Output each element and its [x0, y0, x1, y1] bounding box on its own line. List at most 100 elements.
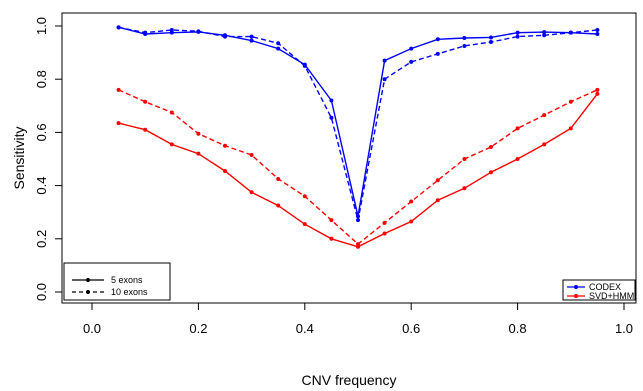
data-point-codex-5-exons [329, 98, 334, 103]
data-point-svd-hmm-10-exons [196, 131, 201, 136]
data-point-svd-hmm-5-exons [302, 222, 307, 227]
data-point-svd-hmm-5-exons [595, 91, 600, 96]
data-point-codex-10-exons [276, 41, 281, 46]
data-point-svd-hmm-5-exons [329, 236, 334, 241]
data-point-svd-hmm-5-exons [435, 198, 440, 203]
data-point-svd-hmm-5-exons [489, 170, 493, 175]
data-point-codex-5-exons [595, 31, 600, 36]
data-point-codex-10-exons [568, 30, 573, 35]
x-tick-label: 1.0 [615, 321, 633, 336]
data-point-codex-10-exons [435, 51, 440, 56]
series-layer [116, 25, 600, 249]
x-axis-title: CNV frequency [302, 372, 397, 388]
data-point-codex-5-exons [249, 38, 254, 43]
data-point-svd-hmm-5-exons [462, 186, 467, 191]
legend-codex-label: CODEX [589, 282, 621, 292]
data-point-codex-5-exons [435, 37, 440, 42]
data-point-svd-hmm-10-exons [462, 157, 467, 161]
x-axis: 0.0 0.2 0.4 0.6 0.8 1.0 [83, 302, 633, 336]
data-point-svd-hmm-5-exons [542, 142, 547, 147]
data-point-codex-10-exons [356, 218, 360, 223]
data-point-svd-hmm-10-exons [515, 126, 520, 131]
data-point-svd-hmm-5-exons [116, 121, 121, 126]
data-point-codex-5-exons [409, 46, 414, 51]
series-line-codex-5-exons [118, 26, 598, 217]
legend-line-styles-box [63, 262, 171, 301]
y-axis-title: Sensitivity [11, 126, 27, 189]
data-point-codex-5-exons [382, 58, 387, 63]
data-point-svd-hmm-10-exons [382, 220, 387, 225]
x-tick-label: 0.2 [189, 321, 207, 336]
data-point-svd-hmm-10-exons [329, 218, 334, 223]
data-point-svd-hmm-10-exons [595, 87, 600, 92]
y-tick-label: 1.0 [34, 17, 49, 35]
y-tick-label: 0.8 [34, 70, 49, 88]
data-point-svd-hmm-10-exons [302, 194, 307, 199]
data-point-codex-10-exons [515, 34, 520, 39]
legend-solid-marker [86, 278, 90, 282]
data-point-codex-10-exons [409, 59, 414, 64]
data-point-codex-10-exons [489, 39, 493, 44]
legend-svdhmm-marker [574, 294, 578, 298]
data-point-svd-hmm-10-exons [116, 87, 121, 92]
data-point-svd-hmm-5-exons [249, 190, 254, 195]
data-point-svd-hmm-5-exons [409, 219, 414, 224]
y-tick-label: 0.6 [34, 123, 49, 141]
data-point-svd-hmm-10-exons [249, 153, 254, 158]
y-tick-label: 0.2 [34, 230, 49, 248]
data-point-codex-5-exons [462, 35, 467, 40]
data-point-svd-hmm-10-exons [223, 143, 227, 148]
data-point-svd-hmm-10-exons [489, 145, 493, 150]
data-point-codex-10-exons [143, 30, 148, 35]
data-point-svd-hmm-5-exons [276, 203, 281, 208]
data-point-codex-10-exons [223, 34, 227, 39]
data-point-svd-hmm-10-exons [276, 176, 281, 181]
data-point-svd-hmm-10-exons [568, 99, 573, 104]
data-point-svd-hmm-10-exons [409, 199, 414, 204]
data-point-codex-10-exons [116, 25, 121, 30]
data-point-svd-hmm-10-exons [143, 99, 148, 104]
data-point-svd-hmm-5-exons [568, 126, 573, 131]
data-point-svd-hmm-10-exons [435, 178, 440, 183]
x-tick-label: 0.0 [83, 321, 101, 336]
legend-solid-label: 5 exons [111, 275, 143, 285]
data-point-codex-5-exons [542, 30, 547, 35]
legend-methods-box [562, 279, 636, 301]
series-line-codex-10-exons [118, 26, 598, 221]
data-point-svd-hmm-10-exons [356, 242, 360, 247]
y-axis: 0.0 0.2 0.4 0.6 0.8 1.0 [34, 17, 63, 301]
data-point-svd-hmm-10-exons [169, 110, 174, 115]
data-point-svd-hmm-5-exons [196, 151, 201, 156]
legend-codex-marker [574, 285, 578, 289]
x-tick-label: 0.6 [402, 321, 420, 336]
data-point-codex-5-exons [515, 30, 520, 35]
legend-dashed-marker [86, 290, 90, 294]
x-tick-label: 0.8 [509, 321, 527, 336]
y-tick-label: 0.0 [34, 283, 49, 301]
data-point-svd-hmm-5-exons [223, 168, 227, 173]
legend-line-styles: 5 exons 10 exons [63, 262, 171, 301]
data-point-codex-5-exons [276, 46, 281, 51]
y-tick-label: 0.4 [34, 177, 49, 195]
series-line-svd-hmm-5-exons [118, 93, 598, 248]
data-point-codex-10-exons [302, 63, 307, 68]
plot-frame [61, 12, 637, 304]
data-point-codex-10-exons [382, 77, 387, 82]
legend-svdhmm-label: SVD+HMM [589, 291, 634, 301]
x-tick-label: 0.4 [296, 321, 314, 336]
data-point-svd-hmm-5-exons [143, 127, 148, 132]
legend-dashed-label: 10 exons [111, 287, 148, 297]
legend-methods: CODEX SVD+HMM [562, 279, 636, 301]
data-point-svd-hmm-5-exons [382, 231, 387, 236]
data-point-codex-5-exons [489, 35, 493, 40]
data-point-codex-10-exons [542, 33, 547, 38]
data-point-codex-10-exons [595, 27, 600, 32]
data-point-codex-10-exons [169, 27, 174, 32]
data-point-codex-10-exons [329, 115, 334, 120]
data-point-codex-10-exons [462, 43, 467, 48]
data-point-svd-hmm-5-exons [515, 157, 520, 161]
data-point-codex-10-exons [196, 29, 201, 34]
data-point-codex-10-exons [249, 34, 254, 39]
data-point-svd-hmm-10-exons [542, 113, 547, 118]
